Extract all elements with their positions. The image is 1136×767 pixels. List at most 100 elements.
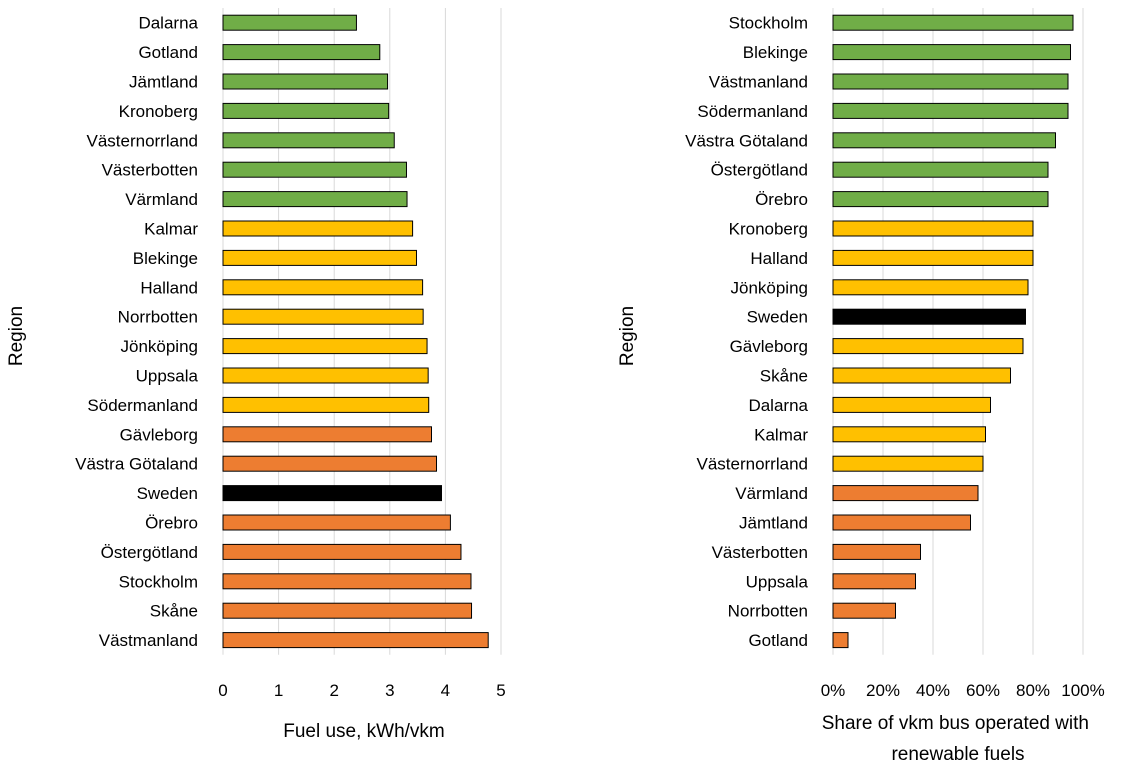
category-label-renewable-share-ostergotland: Östergötland (711, 161, 808, 180)
bar-fuel-use-vastmanland (222, 632, 489, 649)
category-label-renewable-share-vastra-gotaland: Västra Götaland (685, 131, 808, 150)
tick-label-renewable-share-2: 40% (916, 681, 950, 700)
category-label-fuel-use-jamtland: Jämtland (129, 73, 198, 92)
bar-renewable-share-vasternorrland (832, 455, 984, 472)
bar-fuel-use-jonkoping (222, 338, 428, 355)
bar-renewable-share-kronoberg (832, 220, 1034, 237)
category-label-fuel-use-vasterbotten: Västerbotten (102, 161, 198, 180)
bar-renewable-share-jonkoping (832, 279, 1029, 296)
category-label-fuel-use-orebro: Örebro (145, 514, 198, 533)
bar-renewable-share-vasterbotten (832, 543, 921, 560)
category-labels-fuel-use: Dalarna Gotland Jämtland Kronoberg Västernor… (75, 14, 198, 650)
bar-renewable-share-varmland (832, 485, 979, 502)
category-label-fuel-use-blekinge: Blekinge (133, 249, 198, 268)
bar-fuel-use-gotland (222, 44, 381, 61)
category-label-fuel-use-uppsala: Uppsala (136, 367, 199, 386)
bar-renewable-share-norrbotten (832, 602, 896, 619)
chart-renewable-share: Stockholm Blekinge Västmanland Södermanland… (617, 8, 1105, 765)
category-label-fuel-use-ostergotland: Östergötland (101, 543, 198, 562)
tick-labels-renewable-share: 0% 20% 40% 60% 80% 100% (821, 681, 1105, 700)
category-label-fuel-use-dalarna: Dalarna (138, 14, 198, 33)
bar-fuel-use-sweden (222, 485, 443, 502)
tick-label-fuel-use-2: 2 (329, 681, 338, 700)
tick-label-fuel-use-0: 0 (218, 681, 227, 700)
category-label-renewable-share-sodermanland: Södermanland (697, 102, 808, 121)
category-label-renewable-share-blekinge: Blekinge (743, 43, 808, 62)
category-label-renewable-share-vastmanland: Västmanland (709, 73, 808, 92)
category-label-fuel-use-stockholm: Stockholm (119, 572, 198, 591)
bar-renewable-share-gavleborg (832, 338, 1024, 355)
category-label-fuel-use-sodermanland: Södermanland (87, 396, 198, 415)
bar-fuel-use-norrbotten (222, 308, 424, 325)
bar-fuel-use-gavleborg (222, 426, 432, 443)
chart-fuel-use: Dalarna Gotland Jämtland Kronoberg Västernor… (6, 8, 506, 742)
bar-fuel-use-sodermanland (222, 396, 430, 413)
category-label-renewable-share-kalmar: Kalmar (754, 425, 808, 444)
bar-renewable-share-sweden (832, 308, 1026, 325)
tick-labels-fuel-use: 0 1 2 3 4 5 (218, 681, 505, 700)
category-label-fuel-use-vastmanland: Västmanland (99, 631, 198, 650)
tick-label-renewable-share-1: 20% (866, 681, 900, 700)
category-label-fuel-use-gotland: Gotland (138, 43, 198, 62)
tick-label-fuel-use-5: 5 (496, 681, 505, 700)
category-label-renewable-share-vasterbotten: Västerbotten (712, 543, 808, 562)
category-label-renewable-share-dalarna: Dalarna (748, 396, 808, 415)
tick-label-renewable-share-3: 60% (966, 681, 1000, 700)
bar-fuel-use-blekinge (222, 249, 417, 266)
category-label-renewable-share-skane: Skåne (760, 367, 808, 386)
category-label-fuel-use-kronoberg: Kronoberg (119, 102, 198, 121)
bar-fuel-use-jamtland (222, 73, 389, 90)
bar-renewable-share-stockholm (832, 14, 1074, 31)
category-label-renewable-share-jamtland: Jämtland (739, 514, 808, 533)
x-axis-title-line-2: renewable fuels (891, 744, 1024, 765)
bar-fuel-use-stockholm (222, 573, 472, 590)
bar-renewable-share-halland (832, 249, 1034, 266)
category-label-renewable-share-stockholm: Stockholm (729, 14, 808, 33)
bars-renewable-share (832, 14, 1074, 649)
bar-renewable-share-vastmanland (832, 73, 1069, 90)
category-label-fuel-use-vastra-gotaland: Västra Götaland (75, 455, 198, 474)
bar-renewable-share-dalarna (832, 396, 991, 413)
y-axis-title-renewable-share: Region (617, 306, 638, 366)
category-label-fuel-use-halland: Halland (140, 278, 198, 297)
category-label-fuel-use-norrbotten: Norrbotten (118, 308, 198, 327)
category-label-renewable-share-gavleborg: Gävleborg (730, 337, 808, 356)
tick-label-renewable-share-5: 100% (1061, 681, 1104, 700)
x-axis-title-fuel-use: Fuel use, kWh/vkm (283, 721, 445, 742)
bar-renewable-share-vastra-gotaland (832, 132, 1056, 149)
x-axis-title-line-1: Share of vkm bus operated with (822, 713, 1089, 734)
category-label-renewable-share-uppsala: Uppsala (746, 572, 809, 591)
bar-renewable-share-gotland (832, 632, 849, 649)
bar-renewable-share-orebro (832, 191, 1049, 208)
x-axis-title-renewable-share: Share of vkm bus operated with renewable… (822, 713, 1094, 765)
bar-fuel-use-kalmar (222, 220, 414, 237)
bar-renewable-share-ostergotland (832, 161, 1049, 178)
category-label-fuel-use-gavleborg: Gävleborg (120, 425, 198, 444)
bar-fuel-use-vasternorrland (222, 132, 395, 149)
bar-renewable-share-blekinge (832, 44, 1071, 61)
bar-fuel-use-halland (222, 279, 424, 296)
bar-renewable-share-uppsala (832, 573, 916, 590)
bar-fuel-use-vastra-gotaland (222, 455, 438, 472)
category-label-renewable-share-norrbotten: Norrbotten (728, 602, 808, 621)
category-label-renewable-share-orebro: Örebro (755, 190, 808, 209)
tick-label-fuel-use-1: 1 (274, 681, 283, 700)
tick-label-renewable-share-0: 0% (821, 681, 846, 700)
category-labels-renewable-share: Stockholm Blekinge Västmanland Södermanland… (685, 14, 808, 650)
bar-renewable-share-skane (832, 367, 1011, 384)
bar-fuel-use-ostergotland (222, 543, 462, 560)
bar-renewable-share-jamtland (832, 514, 971, 531)
bar-fuel-use-orebro (222, 514, 451, 531)
bar-fuel-use-varmland (222, 191, 408, 208)
category-label-renewable-share-kronoberg: Kronoberg (729, 220, 808, 239)
tick-label-fuel-use-3: 3 (385, 681, 394, 700)
bars-fuel-use (222, 14, 489, 649)
category-label-renewable-share-jonkoping: Jönköping (730, 278, 808, 297)
category-label-fuel-use-kalmar: Kalmar (144, 220, 198, 239)
y-axis-title-fuel-use: Region (6, 306, 27, 366)
bar-renewable-share-sodermanland (832, 102, 1069, 119)
category-label-renewable-share-vasternorrland: Västernorrland (696, 455, 808, 474)
category-label-fuel-use-skane: Skåne (150, 602, 198, 621)
bar-renewable-share-kalmar (832, 426, 986, 443)
